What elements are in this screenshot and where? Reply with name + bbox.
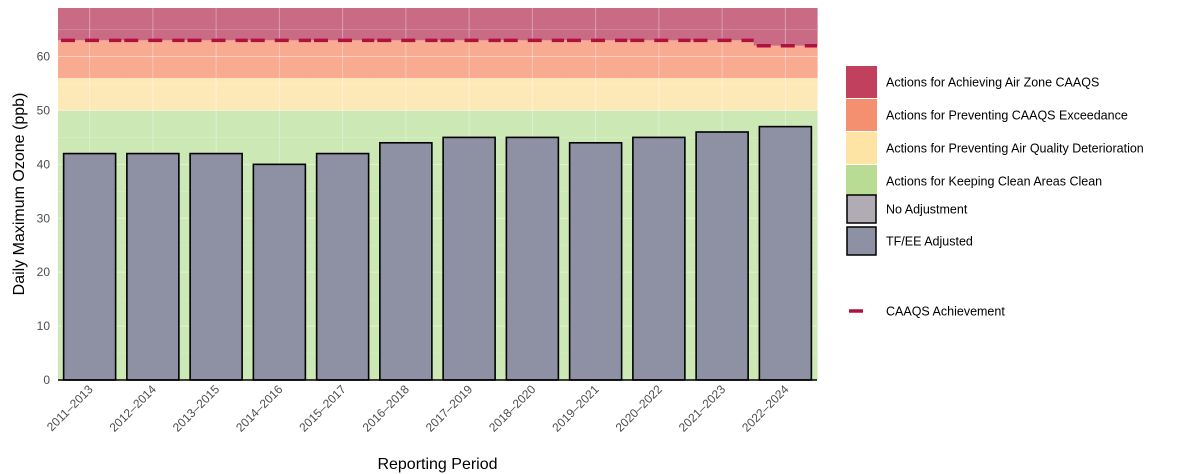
y-axis-title: Daily Maximum Ozone (ppb) <box>11 93 28 296</box>
bar-2012–2014 <box>126 152 180 381</box>
legend-swatch <box>846 132 877 164</box>
x-tick-label: 2021–2023 <box>676 382 729 435</box>
bar-2013–2015 <box>189 152 243 381</box>
band-2-segment <box>374 40 439 79</box>
band-2-segment <box>690 40 755 79</box>
band-2-segment <box>184 40 249 79</box>
bar-2019–2021 <box>568 141 623 381</box>
bar-2015–2017 <box>315 152 370 381</box>
band-3-segment <box>690 8 755 41</box>
band-3-segment <box>753 8 818 46</box>
band-1-segment <box>500 78 565 111</box>
y-tick-labels: 0 10 20 30 40 50 60 <box>37 50 51 387</box>
band-2-segment <box>121 40 186 79</box>
band-3-segment <box>374 8 439 41</box>
legend-swatch <box>846 226 877 256</box>
band-3-segment <box>247 8 312 41</box>
legend-swatch <box>846 194 877 224</box>
y-tick-label: 60 <box>37 50 51 64</box>
band-3-segment <box>437 8 502 41</box>
bar-2021–2023 <box>695 131 749 381</box>
y-tick-label: 0 <box>43 373 50 387</box>
band-3-segment <box>564 8 628 41</box>
band-1-segment <box>564 78 628 111</box>
legend-swatch <box>846 66 877 98</box>
legend-label: Actions for Preventing Air Quality Deter… <box>886 142 1144 156</box>
x-tick-label: 2015–2017 <box>296 382 349 435</box>
band-2-segment <box>437 40 502 79</box>
legend-label: Actions for Preventing CAAQS Exceedance <box>886 109 1128 123</box>
band-1-segment <box>437 78 502 111</box>
band-1-segment <box>184 78 249 111</box>
x-tick-label: 2011–2013 <box>44 382 96 434</box>
legend: Actions for Achieving Air Zone CAAQS Acti… <box>846 66 1144 319</box>
x-tick-label: 2020–2022 <box>613 382 666 435</box>
band-2-segment <box>58 40 122 79</box>
x-tick-labels: 2011–2013 2012–2014 2013–2015 2014–2016 2015… <box>44 382 792 435</box>
legend-label: Actions for Keeping Clean Areas Clean <box>886 175 1102 189</box>
band-3-segment <box>500 8 565 41</box>
band-1-segment <box>374 78 439 111</box>
band-1-segment <box>690 78 755 111</box>
x-tick-label: 2019–2021 <box>549 382 602 435</box>
band-3-segment <box>627 8 692 41</box>
legend-label: Actions for Achieving Air Zone CAAQS <box>886 76 1099 90</box>
bar-2014–2016 <box>252 163 307 381</box>
x-tick-label: 2016–2018 <box>360 382 413 435</box>
caaqs-lines <box>58 38 817 48</box>
legend-label: CAAQS Achievement <box>886 305 1005 319</box>
bar-2016–2018 <box>379 141 433 381</box>
legend-swatch <box>846 165 877 197</box>
y-tick-label: 30 <box>37 211 51 225</box>
legend-label: No Adjustment <box>886 203 968 217</box>
y-tick-label: 20 <box>37 265 51 279</box>
band-3-segment <box>121 8 186 41</box>
bar-2022–2024 <box>758 125 813 381</box>
x-axis-title: Reporting Period <box>377 456 497 473</box>
band-2-segment <box>311 40 375 79</box>
x-tick-label: 2014–2016 <box>233 382 286 435</box>
band-1-segment <box>311 78 375 111</box>
legend-swatch <box>846 99 877 131</box>
y-tick-label: 40 <box>37 157 51 171</box>
x-tick-label: 2017–2019 <box>423 382 476 435</box>
band-1-segment <box>753 78 818 111</box>
bar-2020–2022 <box>632 136 686 381</box>
band-1-segment <box>247 78 312 111</box>
band-3-segment <box>311 8 375 41</box>
bars <box>62 125 813 381</box>
band-3-segment <box>58 8 122 41</box>
y-tick-label: 50 <box>37 103 51 117</box>
x-tick-label: 2022–2024 <box>739 382 792 435</box>
band-1-segment <box>627 78 692 111</box>
bar-2011–2013 <box>62 152 117 381</box>
band-2-segment <box>247 40 312 79</box>
band-2-segment <box>500 40 565 79</box>
band-3-segment <box>184 8 249 41</box>
bar-2017–2019 <box>442 136 496 381</box>
legend-label: TF/EE Adjusted <box>886 235 973 249</box>
x-tick-label: 2018–2020 <box>486 382 539 435</box>
band-1-segment <box>58 78 122 111</box>
band-2-segment <box>753 45 818 79</box>
bar-2018–2020 <box>505 136 560 381</box>
band-2-segment <box>627 40 692 79</box>
y-tick-label: 10 <box>37 319 51 333</box>
band-1-segment <box>121 78 186 111</box>
x-tick-label: 2012–2014 <box>107 382 160 435</box>
x-tick-label: 2013–2015 <box>170 382 223 435</box>
band-2-segment <box>564 40 628 79</box>
